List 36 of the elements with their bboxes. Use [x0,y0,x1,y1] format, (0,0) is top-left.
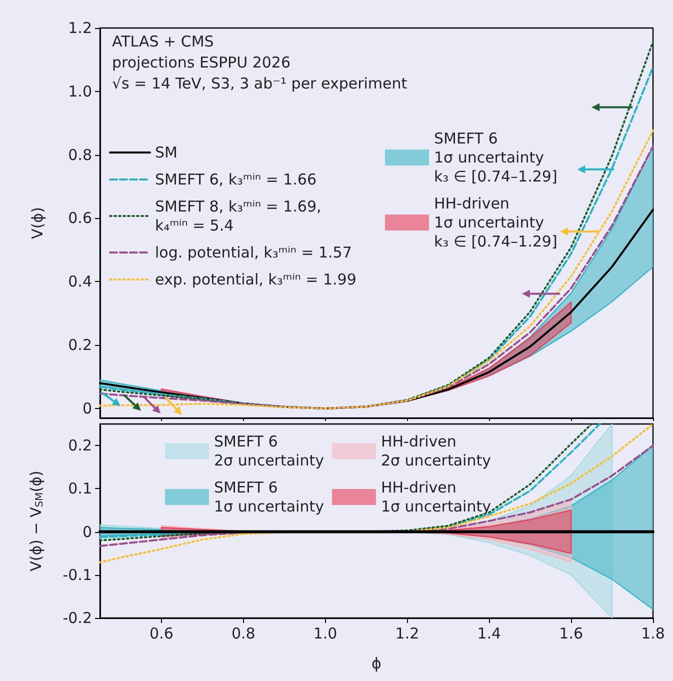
y-tick-label: 0.8 [68,146,92,164]
legend-label: log. potential, k₃ᵐⁱⁿ = 1.57 [155,244,352,262]
x-tick-label: 1.4 [477,624,502,642]
y-tick-label: 0.4 [68,272,92,291]
x-tick-label: 1.2 [395,624,420,642]
legend-label: SMEFT 6, k₃ᵐⁱⁿ = 1.66 [155,170,317,188]
y-tick-label: -0.2 [62,609,92,627]
y-axis-title: V(ϕ) − VSM(ϕ) [27,470,46,572]
y-axis-title: V(ϕ) [28,207,46,239]
y-tick-label: -0.1 [62,566,92,584]
legend-label: HH-driven 2σ uncertainty [380,432,492,470]
legend-label: SMEFT 6 1σ uncertainty k₃ ∈ [0.74–1.29] [434,130,558,186]
annotation: √s = 14 TeV, S3, 3 ab⁻¹ per experiment [112,74,408,92]
y-tick-label: 1.2 [68,19,92,37]
x-tick-label: 0.6 [150,624,174,642]
x-tick-label: 1.8 [641,624,665,642]
legend-label: SM [155,144,178,162]
legend-label: HH-driven 1σ uncertainty [380,478,492,516]
legend-label: SMEFT 6 1σ uncertainty [214,478,324,516]
legend-label: HH-driven 1σ uncertainty k₃ ∈ [0.74–1.29] [434,194,558,250]
y-tick-label: 0.2 [68,336,92,354]
y-tick-label: 0 [82,399,92,418]
y-tick-label: 0 [82,522,92,541]
y-tick-label: 1.0 [68,82,92,100]
y-tick-label: 0.6 [68,209,92,228]
legend-label: SMEFT 6 2σ uncertainty [214,432,324,470]
annotation: ATLAS + CMS [112,32,214,50]
x-axis-title: ϕ [372,654,382,672]
legend-label: SMEFT 8, k₃ᵐⁱⁿ = 1.69, k₄ᵐⁱⁿ = 5.4 [155,198,322,234]
legend-label: exp. potential, k₃ᵐⁱⁿ = 1.99 [155,270,356,288]
x-tick-label: 1.6 [559,624,584,642]
x-tick-label: 0.8 [231,624,256,642]
x-tick-label: 1.0 [313,624,338,642]
y-tick-label: 0.1 [68,480,92,498]
y-tick-label: 0.2 [68,436,92,455]
annotation: projections ESPPU 2026 [112,54,291,72]
